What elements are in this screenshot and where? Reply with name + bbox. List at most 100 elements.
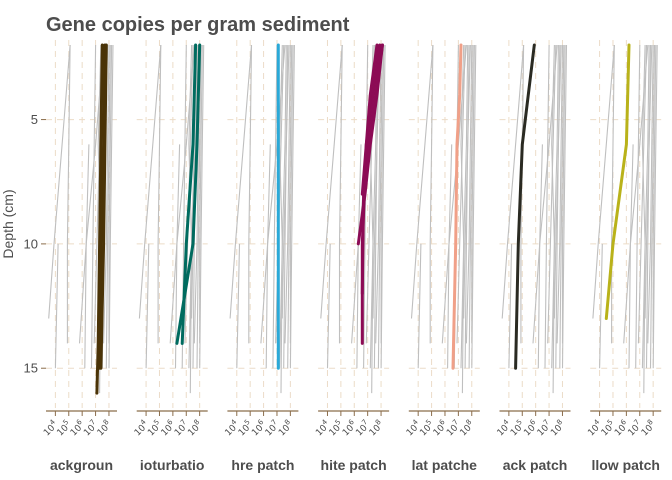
x-tick-label: 108 xyxy=(366,418,386,438)
background-series-line xyxy=(649,44,656,369)
x-tick-label: 108 xyxy=(184,418,204,438)
background-series-line xyxy=(138,44,162,319)
background-series-line xyxy=(284,44,291,344)
background-series-line xyxy=(48,44,71,319)
background-series-line xyxy=(66,44,71,344)
panel-strip-label: ackgroun xyxy=(50,457,113,473)
highlight-series-line xyxy=(175,43,202,345)
background-series-line xyxy=(460,44,465,394)
background-series-line xyxy=(229,44,253,319)
highlight-series-line xyxy=(99,43,108,370)
background-series-line xyxy=(641,44,650,369)
highlight-series-line xyxy=(514,43,536,370)
background-series-line xyxy=(145,243,150,369)
panel-strip-label: llow patch xyxy=(591,457,659,473)
y-axis-ticks: 5 10 15 xyxy=(24,112,46,376)
background-series-line xyxy=(90,44,97,369)
background-series-line xyxy=(157,44,162,344)
panel-strip-label: ack patch xyxy=(503,457,568,473)
background-series-line xyxy=(644,44,653,319)
background-series-line xyxy=(103,44,110,344)
background-series-line xyxy=(380,44,386,369)
background-series-line xyxy=(377,44,383,369)
y-tick-label: 15 xyxy=(24,361,38,376)
background-series-line xyxy=(641,44,646,394)
background-series-line xyxy=(410,44,434,319)
background-series-line xyxy=(551,44,559,369)
background-series-line xyxy=(468,44,474,369)
background-series-line xyxy=(375,44,382,344)
background-series-line xyxy=(105,44,111,369)
background-series-line xyxy=(54,243,59,369)
background-series-line xyxy=(628,144,634,369)
x-tick-label: 108 xyxy=(547,418,567,438)
highlight-series-line xyxy=(451,43,463,370)
background-series-line xyxy=(199,44,203,344)
background-series-line xyxy=(547,44,557,344)
background-series-line xyxy=(471,44,477,369)
background-series-line xyxy=(559,44,565,369)
background-series-line xyxy=(429,44,434,344)
background-series-line xyxy=(287,44,293,369)
background-series-line xyxy=(199,44,205,369)
background-series-line xyxy=(279,44,283,394)
background-series-line xyxy=(279,44,287,369)
background-series-line xyxy=(338,44,343,344)
x-tick-label: 108 xyxy=(94,418,114,438)
y-tick-label: 5 xyxy=(31,112,38,127)
background-series-line xyxy=(283,44,289,369)
background-series-line xyxy=(592,44,615,319)
panel-strip-label: ioturbatio xyxy=(140,457,205,473)
background-series-line xyxy=(174,144,181,369)
background-series-line xyxy=(556,44,564,344)
background-series-line xyxy=(555,44,561,369)
y-axis-label: Depth (cm) xyxy=(0,189,16,258)
background-series-line xyxy=(464,44,470,369)
background-series-line xyxy=(561,44,568,369)
background-series-line xyxy=(289,44,295,369)
background-series-line xyxy=(380,44,385,344)
background-series-line xyxy=(471,44,475,344)
background-series-line xyxy=(645,44,652,369)
background-series-line xyxy=(465,44,473,344)
background-series-line xyxy=(508,243,513,369)
background-series-line xyxy=(417,243,422,369)
panels: 104105106107108ackgroun104105106107108io… xyxy=(42,40,662,473)
x-tick-label: 108 xyxy=(456,418,476,438)
panel-strip-label: lat patche xyxy=(412,457,478,473)
background-series-line xyxy=(537,144,543,369)
x-tick-label: 108 xyxy=(638,418,658,438)
highlight-series-line xyxy=(360,43,384,296)
background-series-line xyxy=(326,243,331,369)
background-series-line xyxy=(553,44,562,319)
background-series-line xyxy=(447,144,453,369)
x-tick-label: 108 xyxy=(275,418,295,438)
background-series-line xyxy=(652,44,657,344)
background-series-line xyxy=(599,243,603,369)
background-series-line xyxy=(456,44,466,344)
background-series-line xyxy=(289,44,294,344)
background-series-line xyxy=(281,44,290,319)
background-series-line xyxy=(248,44,253,344)
background-series-line xyxy=(460,44,469,369)
panel-strip-label: hre patch xyxy=(231,457,294,473)
y-tick-label: 10 xyxy=(24,236,38,251)
background-series-line xyxy=(637,44,648,344)
background-series-line xyxy=(647,44,654,344)
highlight-series-line xyxy=(360,43,379,196)
background-series-line xyxy=(196,44,202,369)
background-series-line xyxy=(501,44,525,319)
background-series-line xyxy=(320,44,343,319)
background-series-line xyxy=(611,44,615,344)
background-series-line xyxy=(551,44,555,394)
background-series-line xyxy=(463,44,471,319)
background-series-line xyxy=(108,44,113,344)
background-series-line xyxy=(544,44,550,369)
